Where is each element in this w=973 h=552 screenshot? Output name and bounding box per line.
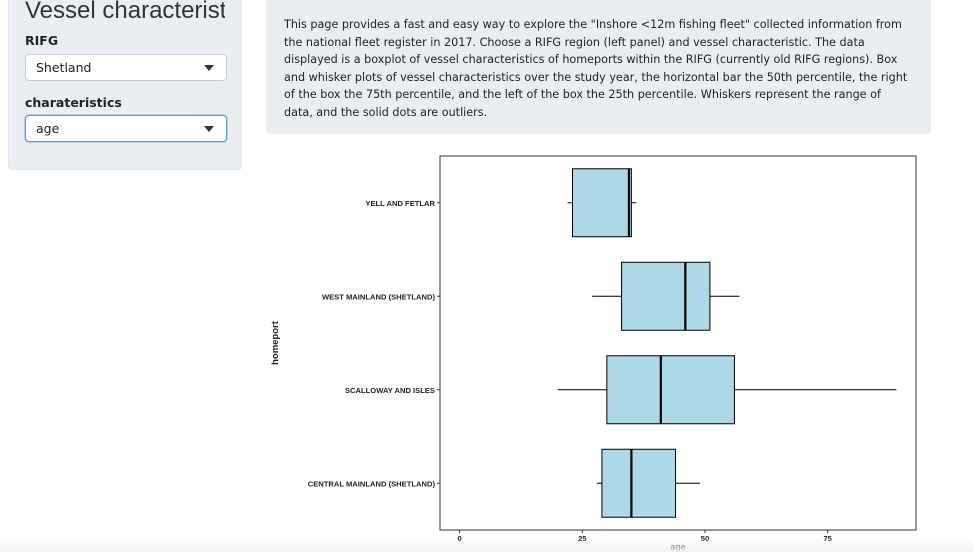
chevron-down-icon [204,65,214,71]
characteristics-label: charateristics [25,95,122,110]
box-group [592,261,740,331]
box-group [597,448,701,518]
sidebar-panel: Vessel characteristics RIFG Shetland cha… [8,0,242,170]
bottom-fade [0,538,973,552]
box [606,355,735,425]
rifg-select[interactable]: Shetland [25,54,227,81]
rifg-select-value: Shetland [36,60,92,75]
y-tick-label: YELL AND FETLAR [365,199,435,208]
y-tick-label: WEST MAINLAND (SHETLAND) [322,292,436,301]
rifg-label: RIFG [25,33,59,48]
boxplot-chart: YELL AND FETLAR WEST MAINLAND (SHETLAND) S… [270,155,917,552]
box [601,448,677,518]
info-text: This page provides a fast and easy way t… [284,18,908,119]
plot-frame [439,155,917,531]
y-axis-title: homeport [270,320,281,365]
page-title: Vessel characteristics [25,0,225,24]
box [571,168,632,238]
box [621,261,711,331]
characteristics-select-value: age [36,121,60,136]
characteristics-select[interactable]: age [25,115,227,142]
chevron-down-icon [204,126,214,132]
box-group [567,168,637,238]
box-group [557,355,897,425]
info-panel: This page provides a fast and easy way t… [266,0,931,134]
y-tick-label: SCALLOWAY AND ISLES [345,386,435,395]
y-tick-label: CENTRAL MAINLAND (SHETLAND) [308,479,436,488]
